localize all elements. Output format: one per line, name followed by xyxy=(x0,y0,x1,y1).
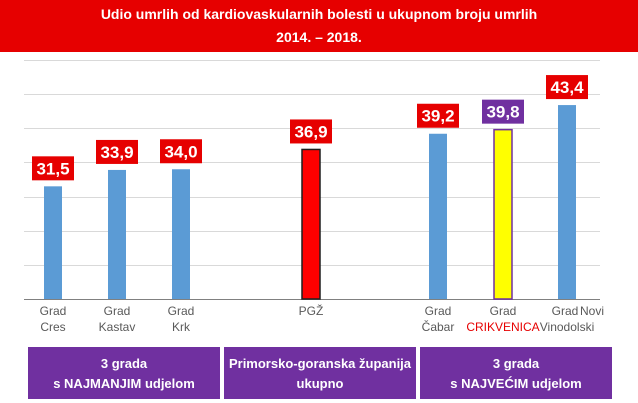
data-label: 33,9 xyxy=(100,143,133,162)
group-box-lowest: 3 grada s NAJMANJIM udjelom xyxy=(28,347,220,399)
tick-label: Vinodolski xyxy=(540,320,594,334)
tick-label: Grad xyxy=(490,304,517,318)
tick-label: Grad xyxy=(552,304,579,318)
bar xyxy=(558,105,576,299)
group-box-lowest-line-1: 3 grada xyxy=(100,356,148,371)
tick-label: Grad xyxy=(40,304,67,318)
tick-label: Novi xyxy=(580,304,604,318)
tick-label: Cres xyxy=(40,320,65,334)
title-banner: Udio umrlih od kardiovaskularnih bolesti… xyxy=(0,0,638,52)
data-label: 39,2 xyxy=(421,107,454,126)
tick-label: Čabar xyxy=(422,319,455,334)
chart-title-line-2: 2014. – 2018. xyxy=(276,29,362,45)
group-box-county: Primorsko-goranska županija ukupno xyxy=(224,347,416,399)
data-label-box xyxy=(96,139,138,164)
group-box-highest: 3 grada s NAJVEĆIM udjelom xyxy=(420,347,612,399)
bar xyxy=(44,186,62,299)
data-label: 36,9 xyxy=(294,122,327,141)
bar xyxy=(172,169,190,299)
tick-label: Grad xyxy=(104,304,131,318)
data-label-box xyxy=(160,139,202,164)
group-box-highest-line-1: 3 grada xyxy=(492,356,540,371)
data-label: 31,5 xyxy=(36,159,69,178)
tick-label: Kastav xyxy=(99,320,136,334)
group-box-county-line-1: Primorsko-goranska županija xyxy=(228,356,412,371)
data-label-box xyxy=(546,75,588,100)
data-label-box xyxy=(290,119,332,144)
group-box-highest-line-2: s NAJVEĆIM udjelom xyxy=(450,376,582,391)
tick-label: Krk xyxy=(172,320,191,334)
data-label: 43,4 xyxy=(550,78,584,97)
group-box-lowest-line-2: s NAJMANJIM udjelom xyxy=(53,376,195,391)
bar xyxy=(108,169,126,299)
data-label: 39,8 xyxy=(486,103,519,122)
group-box-county-line-2: ukupno xyxy=(296,376,344,391)
bar xyxy=(493,128,513,300)
bar xyxy=(429,133,447,299)
tick-label: Grad xyxy=(168,304,195,318)
data-label-box xyxy=(482,99,524,124)
data-label: 34,0 xyxy=(164,142,197,161)
data-label-box xyxy=(32,156,74,181)
bar-chart: 31,5 Grad Cres 33,9 Grad Kastav 34,0 Grad Krk 36,… xyxy=(24,60,604,334)
chart-title-line-1: Udio umrlih od kardiovaskularnih bolesti… xyxy=(100,6,538,22)
tick-label: Grad xyxy=(425,304,452,318)
tick-label: PGŽ xyxy=(299,303,324,318)
tick-label: CRIKVENICA xyxy=(466,320,539,334)
bar xyxy=(301,148,321,300)
data-label-box xyxy=(417,103,459,128)
